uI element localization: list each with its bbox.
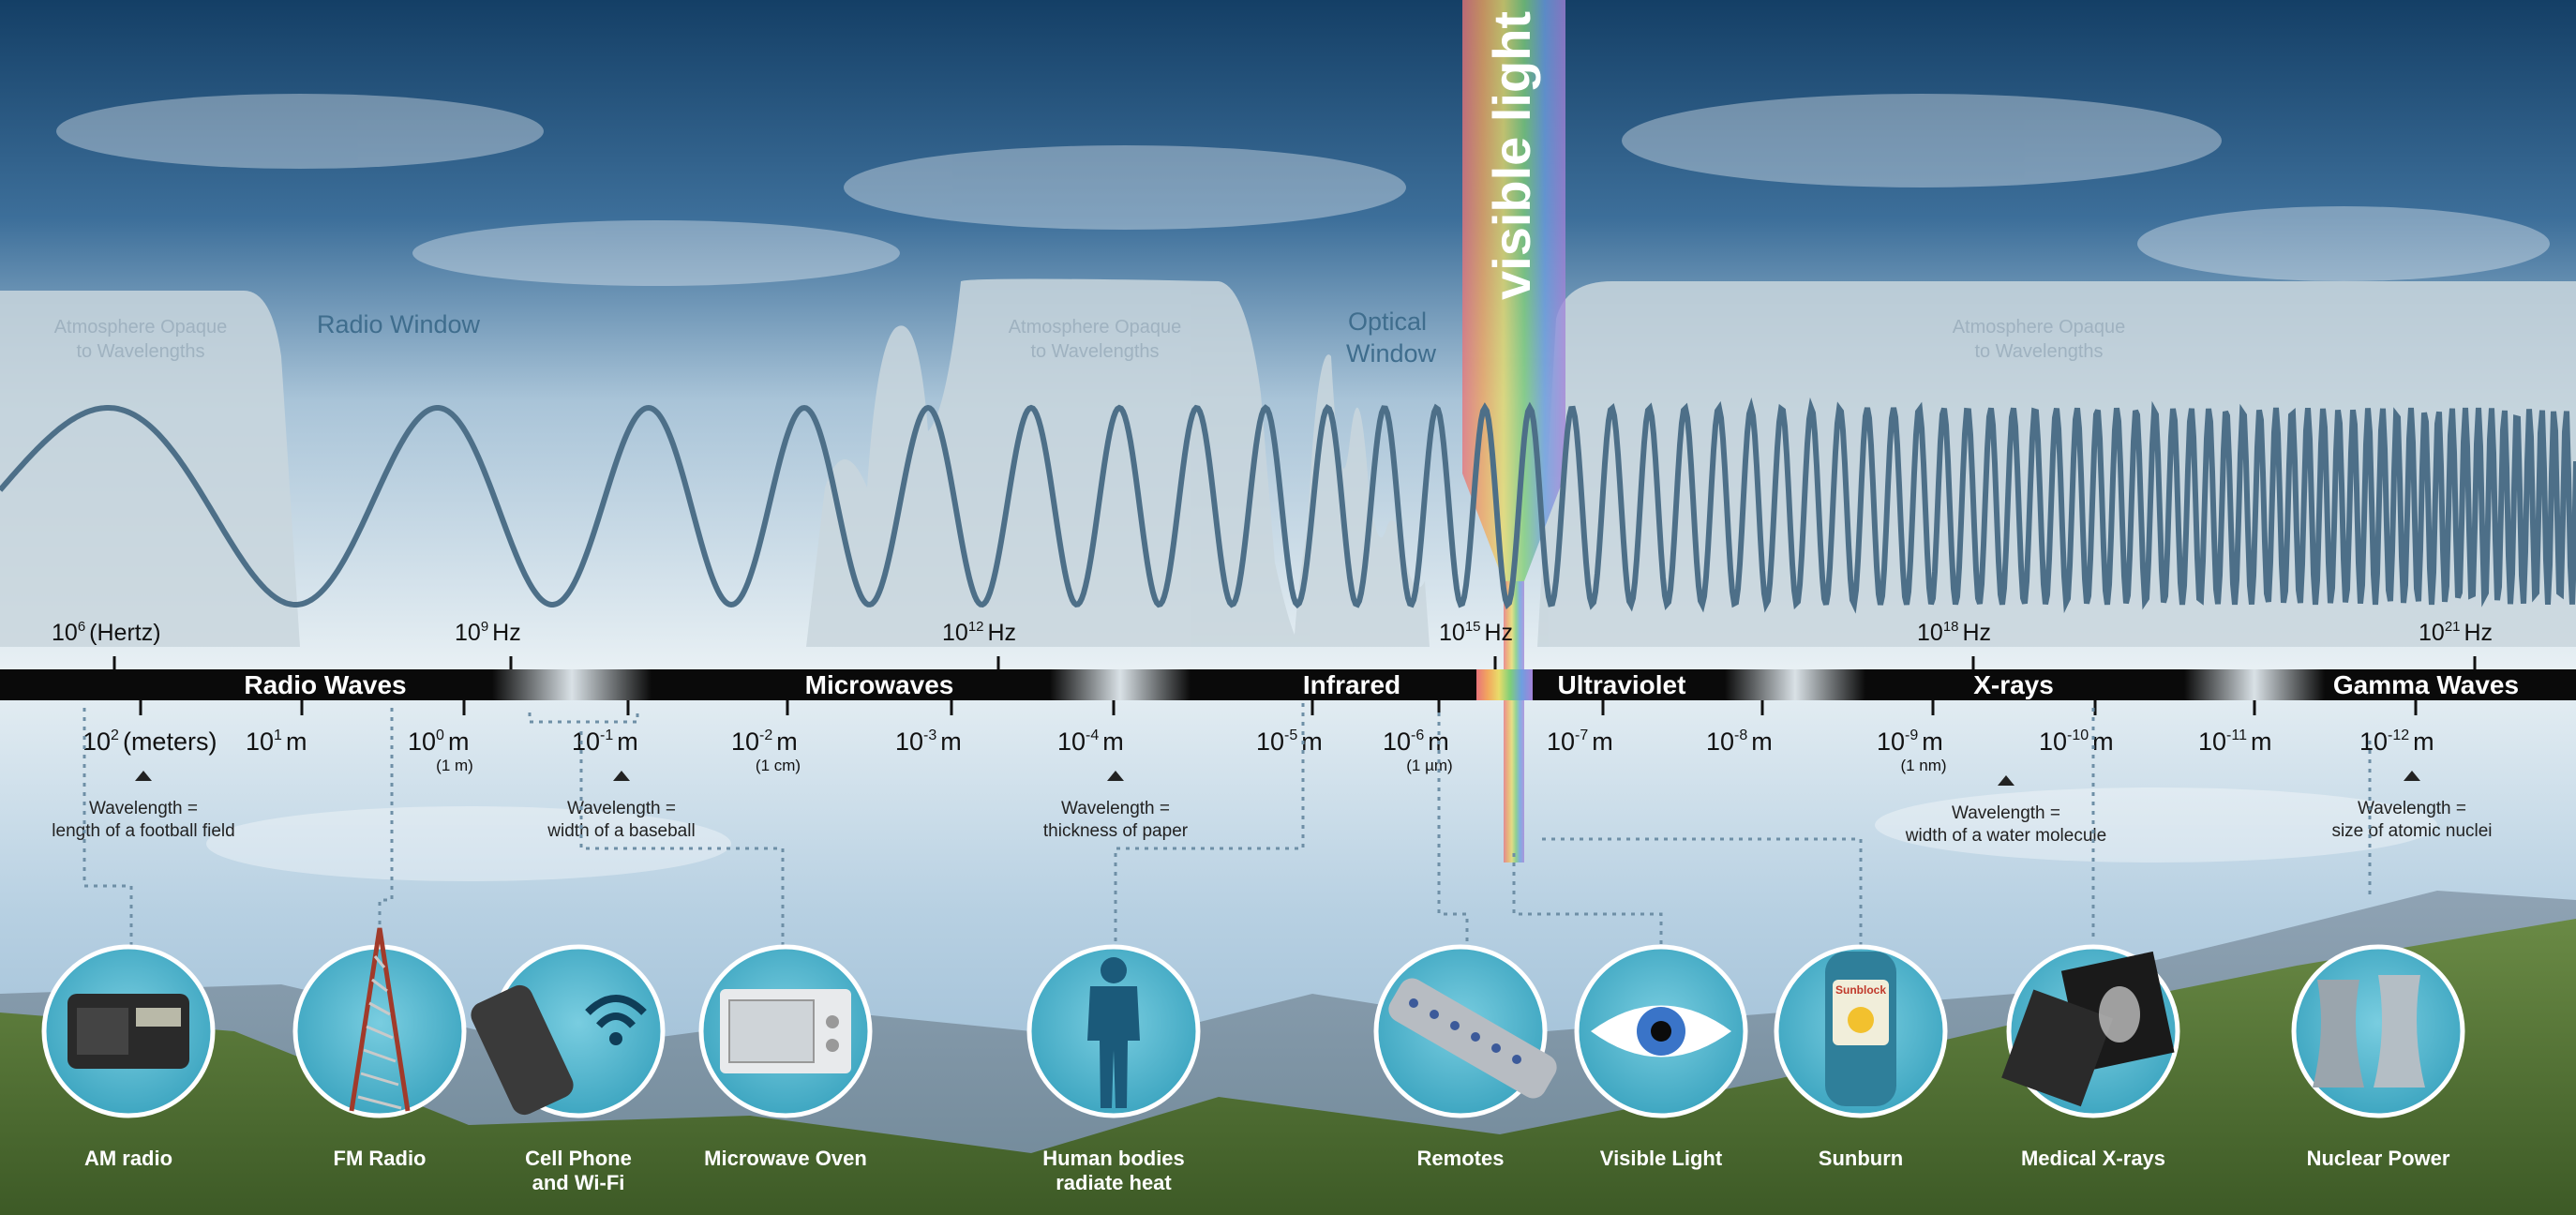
opaque-label-1: Atmosphere Opaque to Wavelengths [54,317,228,362]
source-label: Cell Phone and Wi-Fi [525,1147,632,1194]
source-label: Human bodies radiate heat [1042,1147,1185,1194]
source-label: Medical X-rays [2021,1147,2165,1170]
icon-glyph: Sunblock [1825,952,1896,1106]
atmosphere-opacity-regions [0,278,2576,647]
source-item: Remotes [1373,944,1557,1170]
wavelength-sublabel: (1 nm) [1900,757,1946,774]
scale-note-marker [1998,775,2014,786]
wavelength-label: 10-11 m [2198,728,2271,756]
wavelength-label: 10-4 m [1057,728,1124,756]
cooling-tower-icon [2291,944,2465,1118]
band-label: Gamma Waves [2333,670,2519,699]
band-label: Microwaves [805,670,954,699]
band-label: Radio Waves [244,670,406,699]
wavelength-sublabel: (1 m) [436,757,473,774]
opaque-label-3: Atmosphere Opaque to Wavelengths [1953,317,2126,362]
source-label: Sunburn [1819,1147,1903,1170]
scale-note-marker [1107,771,1124,781]
scale-note: Wavelength = size of atomic nuclei [2331,799,2492,841]
scale-note-marker [135,771,152,781]
optical-window-label: Optical Window [1346,308,1437,368]
frequency-label: 109 Hz [455,619,521,646]
hills [0,919,2576,1215]
radiation-sources: AM radio FM Radio Cell Phone and Wi-Fi Micro… [41,927,2465,1194]
wavelength-label: 10-12 m [2359,728,2434,756]
clouds [56,94,2550,881]
source-item: Sunblock Sunburn [1774,944,1948,1170]
sunblock-label: Sunblock [1835,983,1886,997]
wavelength-label: 101 m [246,728,307,756]
frequency-label: 1015 Hz [1439,619,1513,646]
source-item: Cell Phone and Wi-Fi [471,944,666,1194]
source-label: Visible Light [1600,1147,1723,1170]
icon-glyph [1591,1005,1731,1058]
wavelength-label: 10-8 m [1706,728,1773,756]
icon-glyph [349,927,411,1112]
source-label: Remotes [1417,1147,1505,1170]
scale-notes: Wavelength = length of a football field Wa… [52,771,2493,846]
wavelength-scale: 102 (meters) 101 m 100 m(1 m) 10-1 m 10-2 m(1 cm)… [82,700,2434,774]
scale-note: Wavelength = length of a football field [52,799,234,841]
icon-glyph [2001,951,2175,1107]
icon-glyph [67,994,189,1069]
band-label: Ultraviolet [1558,670,1686,699]
source-item: Microwave Oven [698,944,873,1170]
wavelength-label: 10-9 m [1877,728,1943,756]
wavelength-sublabel: (1 µm) [1406,757,1452,774]
source-item: AM radio [41,944,216,1170]
visible-light-title: visible light [1482,11,1541,300]
frequency-scale: 106 (Hertz) 109 Hz 1012 Hz 1015 Hz 1018 Hz 1021 Hz [52,619,2493,671]
wavelength-label: 10-2 m [731,728,798,756]
spectrum-band-bar [0,669,2576,700]
frequency-label: 1012 Hz [942,619,1016,646]
wavelength-label: 10-10 m [2039,728,2114,756]
scale-note: Wavelength = thickness of paper [1043,799,1189,841]
icon-glyph [1388,978,1557,1099]
icon-glyph [720,989,851,1073]
scale-note-marker [2404,771,2420,781]
wavelength-label: 10-3 m [895,728,962,756]
wavelength-label: 10-7 m [1547,728,1613,756]
scale-note-marker [613,771,630,781]
source-label: Microwave Oven [704,1147,867,1170]
radio-window-label: Radio Window [317,310,481,338]
source-label: Nuclear Power [2307,1147,2450,1170]
wavelength-sublabel: (1 cm) [756,757,801,774]
opaque-label-2: Atmosphere Opaque to Wavelengths [1009,317,1182,362]
band-label: X-rays [1973,670,2054,699]
wavelength-label: 10-5 m [1256,728,1323,756]
wavelength-label: 100 m [408,728,469,756]
frequency-label: 1018 Hz [1917,619,1991,646]
band-labels: Radio Waves Microwaves Infrared Ultraviolet… [244,670,2519,699]
icon-glyph [1087,957,1140,1108]
band-label: Infrared [1303,670,1400,699]
source-item: Human bodies radiate heat [1026,944,1201,1194]
source-item: Nuclear Power [2291,944,2465,1170]
icon-glyph [2313,975,2425,1088]
source-label: AM radio [84,1147,172,1170]
source-connectors [82,703,2372,947]
icon-glyph [471,984,647,1116]
source-item: Medical X-rays [2001,944,2180,1170]
wavelength-curve [0,397,2576,614]
source-label: FM Radio [334,1147,427,1170]
source-item: Visible Light [1574,944,1748,1170]
wavelength-label: 10-1 m [572,728,638,756]
scale-note: Wavelength = width of a water molecule [1905,803,2106,846]
wavelength-label: 102 (meters) [82,728,217,756]
scale-note: Wavelength = width of a baseball [547,799,695,841]
frequency-label: 106 (Hertz) [52,619,161,646]
frequency-label: 1021 Hz [2419,619,2493,646]
source-item: FM Radio [292,927,467,1170]
